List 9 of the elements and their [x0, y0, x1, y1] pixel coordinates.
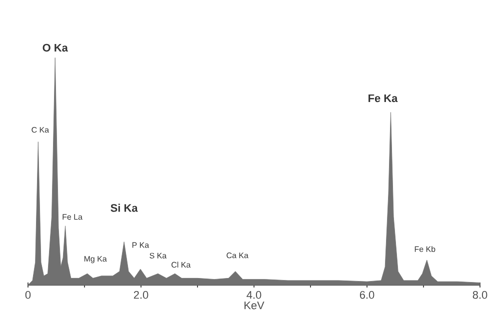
x-tick-label: 4.0 — [246, 291, 262, 299]
x-tick-label: 2.0 — [134, 291, 148, 299]
x-tick-label: 0 — [25, 291, 31, 299]
annotation: O Ka — [42, 44, 68, 52]
annotation: Fe Ka — [368, 94, 398, 102]
annotation: Si Ka — [110, 204, 138, 212]
x-tick-label: 6.0 — [360, 291, 374, 299]
x-tick-label: 8.0 — [472, 291, 488, 299]
x-axis-title: KeV — [244, 302, 264, 310]
